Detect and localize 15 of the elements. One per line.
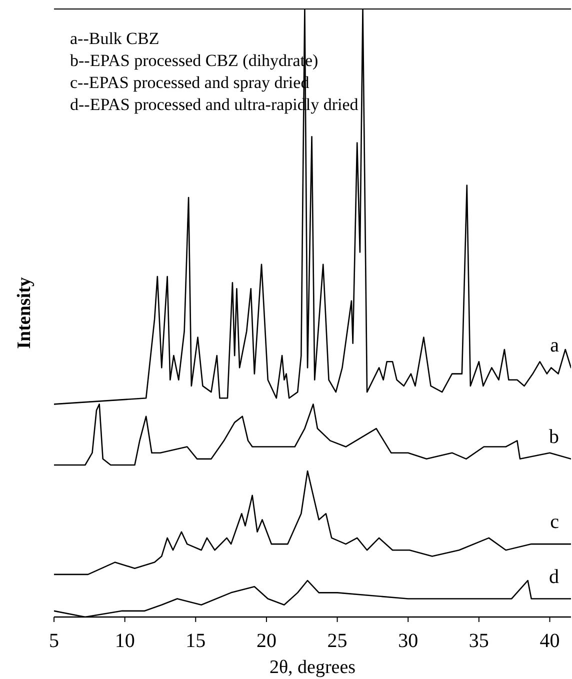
x-tick-label: 35 — [468, 630, 489, 652]
x-tick-label: 25 — [327, 630, 348, 652]
x-axis-title: 2θ, degrees — [269, 657, 356, 678]
series-label: d — [549, 566, 559, 588]
x-tick-label: 15 — [186, 630, 206, 652]
series-label: c — [550, 511, 560, 534]
y-axis-title: Intensity — [14, 276, 35, 349]
x-tick-label: 40 — [540, 630, 560, 652]
series-label: a — [550, 334, 560, 357]
annotation: a--Bulk CBZ — [70, 29, 160, 48]
series-label: b — [549, 426, 559, 448]
x-tick-label: 5 — [49, 630, 59, 652]
x-tick-label: 30 — [398, 630, 418, 652]
x-tick-label: 20 — [256, 630, 276, 652]
x-tick-label: 10 — [114, 630, 135, 652]
